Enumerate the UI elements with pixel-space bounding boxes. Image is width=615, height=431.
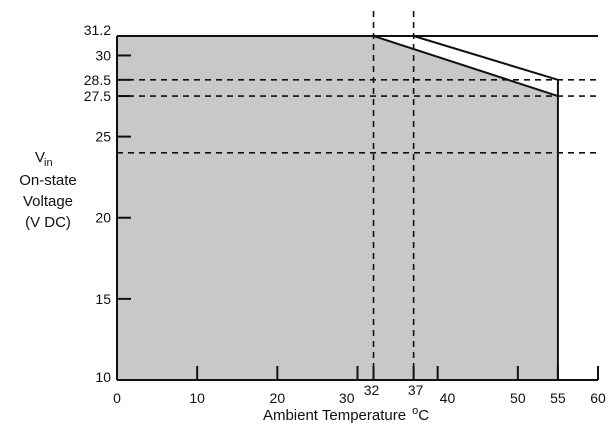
x-axis-title: Ambient Temperature oC xyxy=(263,405,429,424)
y-tick-label-30: 30 xyxy=(95,47,111,63)
series-line-0 xyxy=(117,35,559,97)
y-tick-label-20: 20 xyxy=(95,210,111,226)
x-tick-label-55: 55 xyxy=(550,390,566,406)
x-tick-label-50: 50 xyxy=(510,390,526,406)
y-axis-line3: Voltage xyxy=(23,193,73,210)
x-tick-label-0: 0 xyxy=(113,390,121,406)
y-tick-label-27.5: 27.5 xyxy=(84,88,111,104)
x-axis-label: Ambient Temperature oC xyxy=(263,405,429,424)
plot-area xyxy=(117,10,598,380)
x-tick-label-10: 10 xyxy=(189,390,205,406)
y-tick-label-15: 15 xyxy=(95,291,111,307)
y-axis-line2: On-state xyxy=(19,172,77,189)
y-tick-label-28.5: 28.5 xyxy=(84,72,111,88)
x-tick-label-30: 30 xyxy=(339,390,355,406)
axes xyxy=(116,35,599,381)
y-tick-label-25: 25 xyxy=(95,129,111,145)
series-line-1 xyxy=(413,35,559,81)
y-axis-symbol: V xyxy=(35,149,45,166)
derating-area-fill xyxy=(117,36,558,380)
x-tick-label-32: 32 xyxy=(364,382,380,398)
x-tick-label-37: 37 xyxy=(408,382,424,398)
x-tick-label-20: 20 xyxy=(270,390,286,406)
y-tick-label-10: 10 xyxy=(95,369,111,385)
y-axis-subscript: in xyxy=(44,157,53,169)
y-axis-title: V in On-state Voltage (V DC) xyxy=(19,149,77,231)
y-axis-line4: (V DC) xyxy=(25,214,71,231)
y-tick-label-31.2: 31.2 xyxy=(84,22,111,38)
x-tick-label-40: 40 xyxy=(440,390,456,406)
x-tick-label-60: 60 xyxy=(590,390,606,406)
